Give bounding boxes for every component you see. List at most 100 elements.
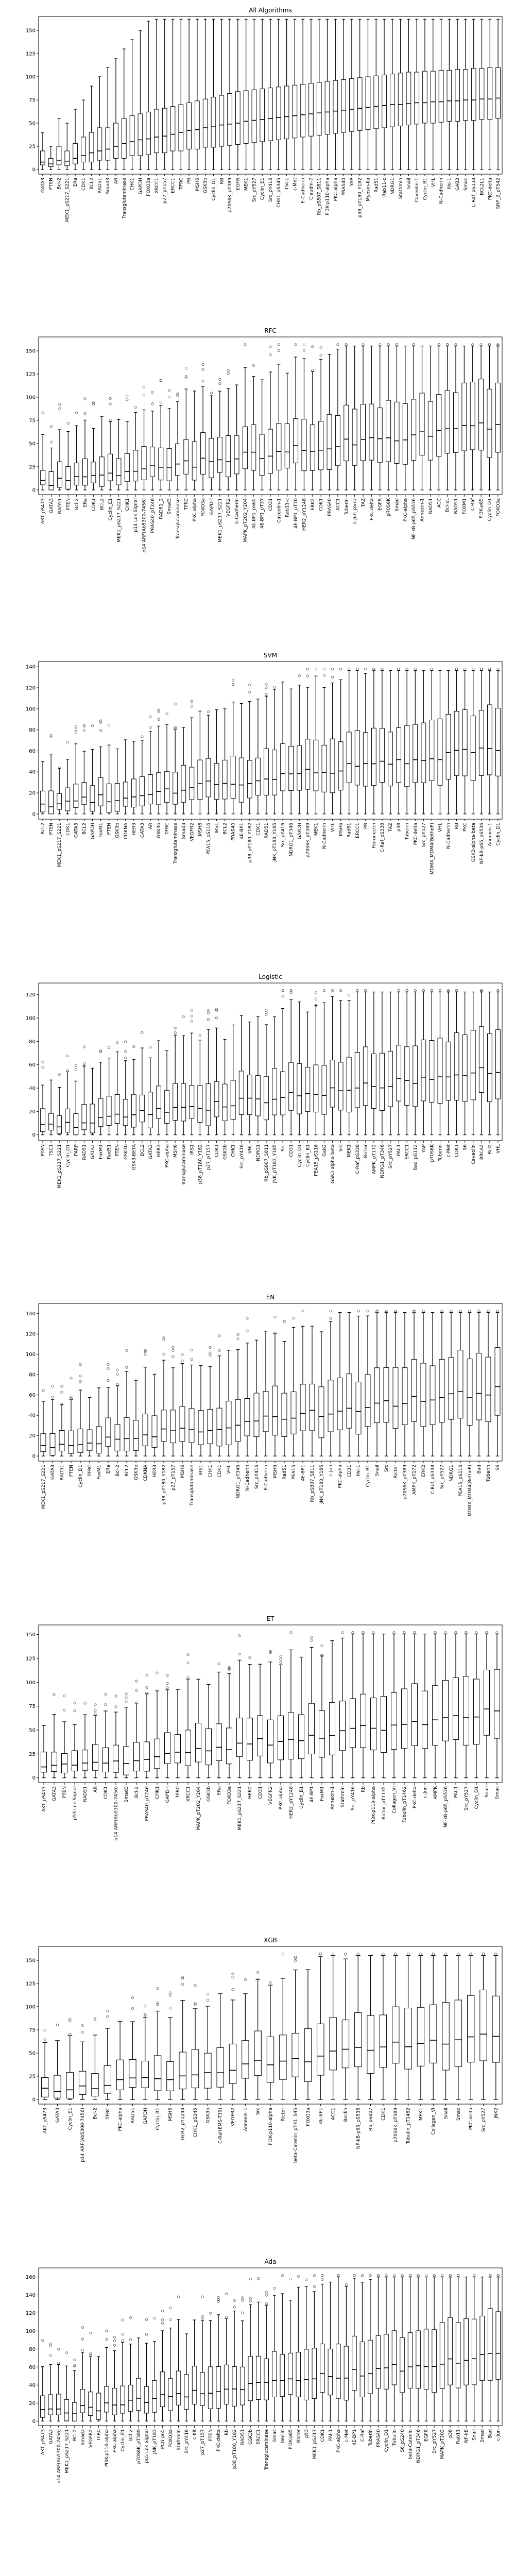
outlier-point — [401, 2274, 404, 2277]
box-iqr — [327, 414, 332, 470]
box-iqr — [292, 84, 298, 139]
box-iqr — [264, 2358, 269, 2400]
x-tick-label: p14 ARF(Ab5300-7456) — [142, 498, 147, 553]
box-iqr — [309, 1383, 315, 1431]
box-18 — [192, 391, 197, 490]
box-iqr — [65, 1108, 71, 1133]
x-tick-label: CDKNA — [124, 822, 129, 839]
x-tick-label: 4E-BP1_pT70 — [294, 498, 299, 529]
x-tick-label: Bad — [477, 1465, 482, 1473]
x-tick-label: PTEN — [66, 498, 71, 510]
outlier-point — [450, 1310, 453, 1313]
box-iqr — [105, 127, 111, 161]
box-4 — [77, 1363, 83, 1456]
box-iqr — [379, 2014, 387, 2067]
outlier-point — [82, 723, 85, 727]
outlier-point — [66, 1054, 69, 1058]
box-iqr — [487, 2308, 493, 2381]
outlier-point — [125, 1366, 128, 1369]
box-iqr — [421, 722, 426, 783]
outlier-point — [134, 406, 137, 409]
box-iqr — [216, 2366, 221, 2409]
box-27 — [255, 2277, 261, 2421]
box-iqr — [77, 1428, 83, 1453]
box-iqr — [407, 2332, 413, 2388]
box-14 — [154, 19, 159, 170]
outlier-point — [107, 1363, 110, 1366]
x-tick-label: MEK1_pS217_S221 — [65, 178, 70, 222]
outlier-point — [313, 2285, 316, 2288]
outlier-point — [81, 2337, 84, 2341]
outlier-point — [414, 668, 417, 671]
box-iqr — [65, 466, 71, 489]
x-tick-label: PRAS40 — [231, 823, 236, 841]
box-35 — [335, 343, 340, 490]
outlier-point — [236, 1337, 239, 1341]
box-6 — [96, 1387, 102, 1456]
x-tick-label: BCL2 — [140, 1144, 145, 1156]
box-iqr — [96, 2393, 101, 2420]
box-iqr — [445, 1041, 451, 1101]
outlier-point — [73, 2358, 76, 2361]
outlier-point — [353, 2274, 356, 2277]
x-tick-label: ERK2 — [421, 1465, 426, 1477]
outlier-point — [322, 674, 326, 677]
box-iqr — [41, 1752, 47, 1773]
box-iqr — [284, 86, 289, 140]
x-tick-label: Src_pY416 — [281, 823, 286, 847]
box-33 — [304, 2278, 309, 2421]
box-iqr — [423, 2329, 429, 2390]
outlier-point — [144, 2005, 147, 2008]
box-iqr — [48, 2394, 54, 2415]
outlier-point — [440, 1310, 443, 1313]
box-iqr — [216, 2047, 224, 2088]
x-tick-label: PKC-delta — [369, 498, 374, 520]
box-iqr — [98, 1098, 104, 1127]
x-tick-label: Cyclin_E1 — [260, 178, 265, 200]
outlier-point — [231, 1988, 234, 1991]
x-tick-label: RAD51 — [82, 1144, 87, 1160]
box-iqr — [470, 716, 476, 781]
x-tick-label: HER3 — [157, 1144, 162, 1157]
x-tick-label: NF-kB-p65_pS536 — [411, 498, 417, 539]
outlier-point — [74, 1068, 77, 1071]
box-iqr — [359, 2342, 365, 2398]
box-3 — [64, 2351, 70, 2421]
x-tick-label: VEGFR2 — [89, 2429, 94, 2448]
outlier-point — [496, 1310, 499, 1313]
outlier-point — [169, 2318, 172, 2321]
x-tick-label: PTEN — [49, 823, 54, 835]
outlier-point — [454, 1631, 457, 1634]
outlier-point — [356, 1953, 359, 1956]
outlier-point — [289, 1631, 293, 1634]
box-27 — [264, 683, 269, 815]
outlier-point — [99, 728, 102, 732]
outlier-point — [162, 1352, 165, 1355]
outlier-point — [153, 2316, 156, 2320]
outlier-point — [419, 1953, 422, 1956]
outlier-point — [306, 674, 309, 677]
y-tick-label: 100 — [26, 1352, 36, 1358]
x-tick-label: CDK1 — [320, 2429, 325, 2442]
outlier-point — [79, 1380, 82, 1383]
outlier-point — [176, 394, 179, 397]
x-tick-label: GATA3 — [90, 1144, 95, 1159]
box-iqr — [492, 1995, 500, 2063]
box-iqr — [346, 1374, 352, 1429]
box-iqr — [139, 1094, 145, 1123]
box-40 — [411, 1310, 417, 1456]
outlier-point — [225, 2316, 228, 2319]
box-iqr — [195, 100, 200, 149]
box-iqr — [473, 1679, 479, 1745]
box-2 — [66, 2018, 74, 2100]
box-8 — [104, 2329, 109, 2421]
outlier-point — [281, 1953, 284, 1956]
outlier-point — [417, 2274, 420, 2277]
box-38 — [354, 668, 360, 815]
box-iqr — [154, 1738, 160, 1769]
box-49 — [445, 670, 451, 815]
box-iqr — [442, 2002, 450, 2071]
box-12 — [164, 1674, 170, 1778]
outlier-point — [75, 411, 78, 414]
